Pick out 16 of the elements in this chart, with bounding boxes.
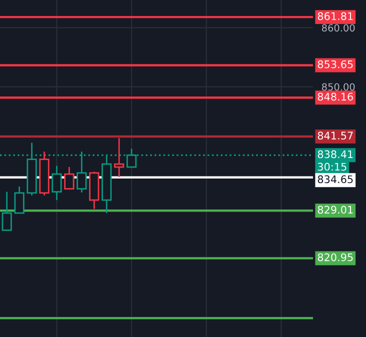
text: 30:15 [318,162,346,171]
ref-line-label: 861.81 [318,12,353,20]
ref-line-label: 838.41 [318,150,353,158]
candlestick [114,137,124,178]
candlestick [52,165,62,201]
ref-line-label: 853.65 [318,60,353,68]
ref-line-label: 820.95 [318,253,353,262]
y-tick-label: 850.00 [322,83,355,91]
candlestick [64,166,74,190]
y-tick-label: 860.00 [322,24,355,32]
ref-line-label: 841.57 [318,132,353,140]
candlestick [14,186,24,214]
candlestick [2,191,12,231]
ref-line-label: 848.16 [318,92,353,101]
ref-line-label: 834.65 [318,175,353,184]
ref-line-label: 829.01 [318,206,353,214]
